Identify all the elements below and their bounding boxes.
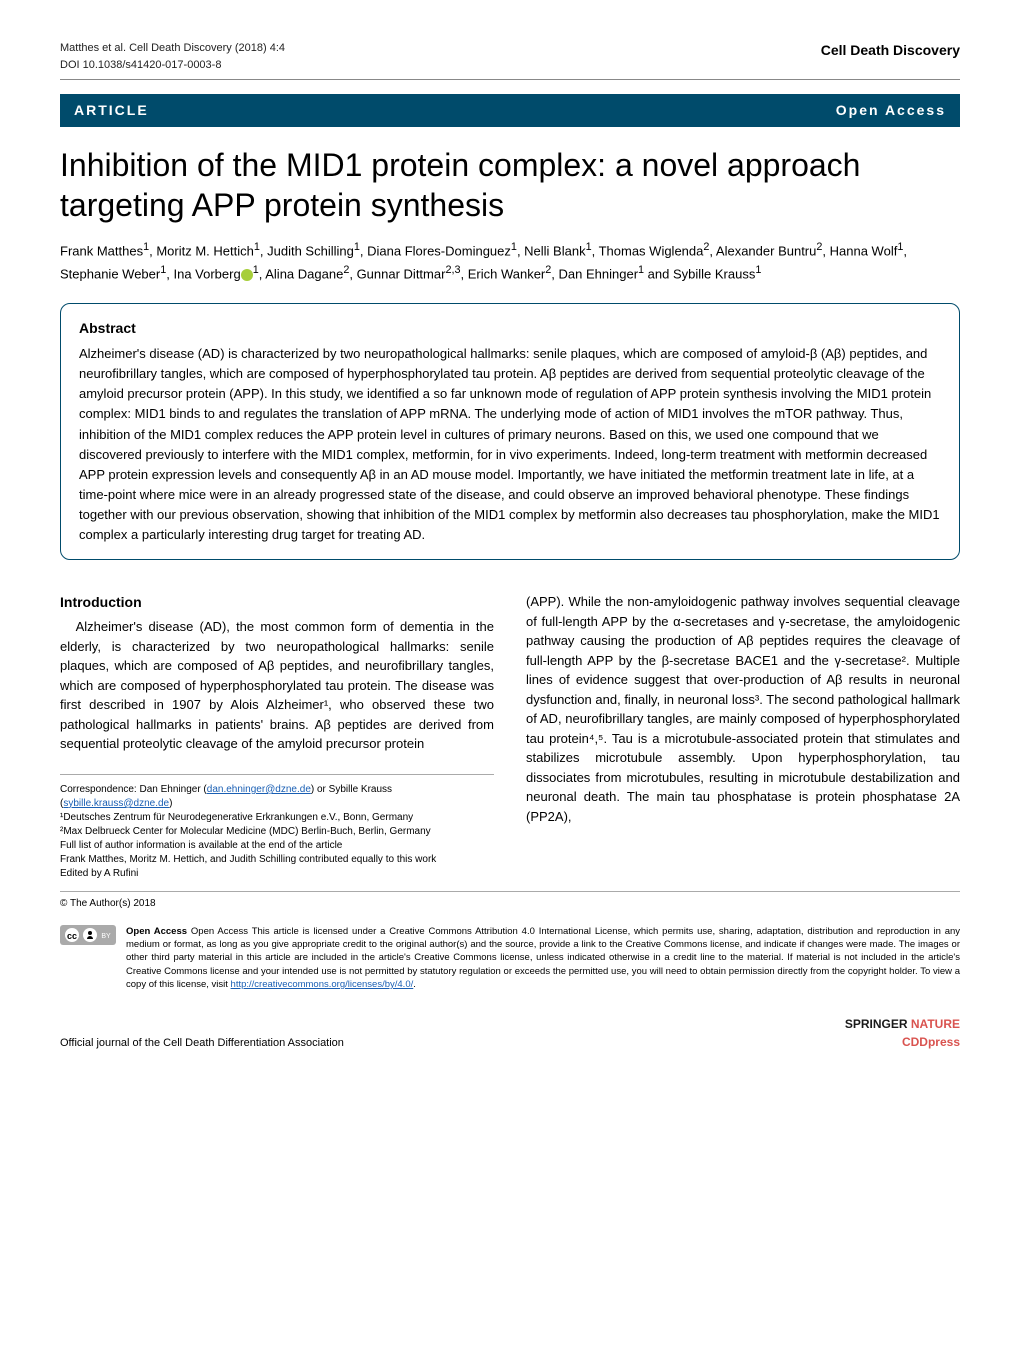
footer-brand: SPRINGER NATURE CDDpress [845, 1015, 960, 1051]
corr-email2[interactable]: sybille.krauss@dzne.de [63, 798, 169, 809]
author-list: Frank Matthes1, Moritz M. Hettich1, Judi… [60, 239, 960, 285]
cc-by-icon: cc BY [60, 925, 116, 991]
article-banner: ARTICLE Open Access [60, 94, 960, 127]
license-url[interactable]: http://creativecommons.org/licenses/by/4… [231, 979, 414, 990]
corr-label: Correspondence: Dan Ehninger ( [60, 784, 207, 795]
banner-left: ARTICLE [74, 100, 149, 121]
corr-email1[interactable]: dan.ehninger@dzne.de [207, 784, 311, 795]
corr-or: ) or Sybille Krauss [311, 784, 392, 795]
divider [60, 79, 960, 80]
header-meta: Matthes et al. Cell Death Discovery (201… [60, 40, 960, 73]
equal-contrib: Frank Matthes, Moritz M. Hettich, and Ju… [60, 853, 494, 867]
cdd-press: CDDpress [845, 1033, 960, 1051]
footnotes: Correspondence: Dan Ehninger (dan.ehning… [60, 774, 494, 881]
license-box: cc BY Open Access Open Access This artic… [60, 925, 960, 991]
full-aff-note: Full list of author information is avail… [60, 839, 494, 853]
affiliation-1: ¹Deutsches Zentrum für Neurodegenerative… [60, 811, 494, 825]
intro-col2: (APP). While the non-amyloidogenic pathw… [526, 592, 960, 826]
svg-text:BY: BY [101, 933, 111, 940]
abstract-heading: Abstract [79, 318, 941, 340]
page-footer: Official journal of the Cell Death Diffe… [60, 1015, 960, 1051]
abstract-box: Abstract Alzheimer's disease (AD) is cha… [60, 303, 960, 560]
svg-text:cc: cc [67, 931, 77, 941]
correspondence: Correspondence: Dan Ehninger (dan.ehning… [60, 783, 494, 797]
banner-right: Open Access [836, 100, 946, 121]
abstract-text: Alzheimer's disease (AD) is characterize… [79, 344, 941, 545]
journal-name: Cell Death Discovery [821, 40, 960, 73]
copyright-line: © The Author(s) 2018 [60, 891, 960, 911]
intro-heading: Introduction [60, 592, 494, 613]
article-title: Inhibition of the MID1 protein complex: … [60, 145, 960, 225]
footer-left: Official journal of the Cell Death Diffe… [60, 1035, 344, 1052]
citation: Matthes et al. Cell Death Discovery (201… [60, 40, 285, 57]
body-columns: Introduction Alzheimer's disease (AD), t… [60, 592, 960, 881]
doi: DOI 10.1038/s41420-017-0003-8 [60, 57, 285, 74]
edited-by: Edited by A Rufini [60, 867, 494, 881]
affiliation-2: ²Max Delbrueck Center for Molecular Medi… [60, 825, 494, 839]
intro-col1: Alzheimer's disease (AD), the most commo… [60, 617, 494, 754]
